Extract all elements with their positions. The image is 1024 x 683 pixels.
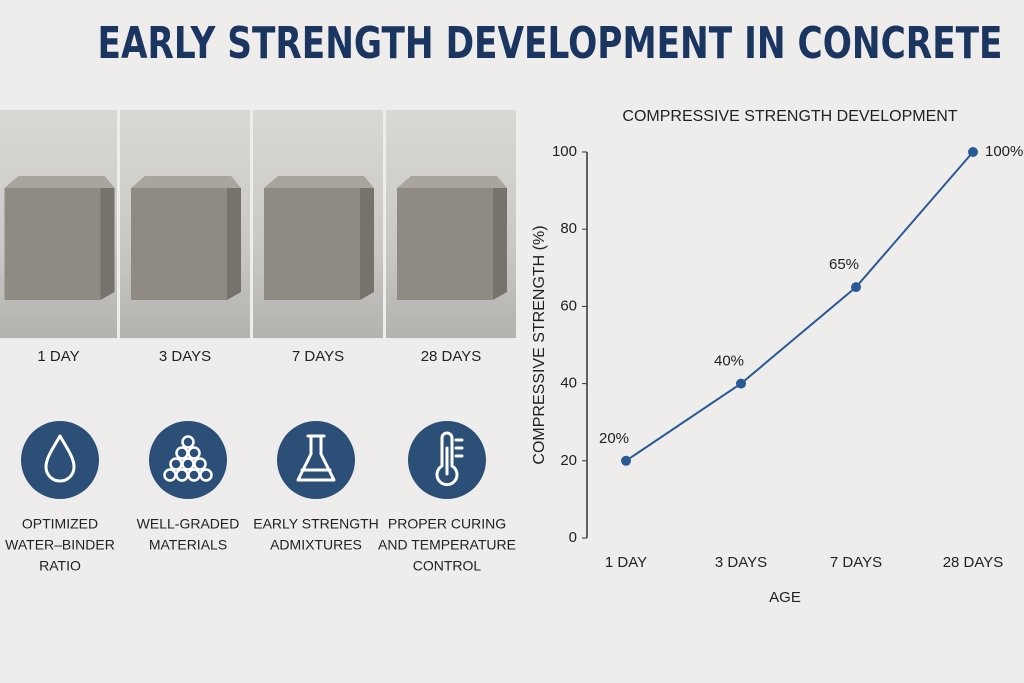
factor-icons — [21, 421, 486, 499]
y-tick-label: 100 — [552, 143, 577, 160]
x-tick-label: 28 DAYS — [943, 554, 1004, 571]
point — [968, 147, 978, 157]
factor-label: WELL-GRADED — [137, 516, 240, 532]
x-tick-label: 3 DAYS — [715, 554, 767, 571]
sample-label: 3 DAYS — [159, 348, 211, 365]
point — [736, 378, 746, 389]
thermometer-icon — [435, 431, 464, 487]
cube-front — [397, 188, 493, 300]
value-label: 40% — [714, 353, 744, 370]
y-tick-label: 40 — [560, 375, 577, 392]
y-axis-label: COMPRESSIVE STRENGTH (%) — [531, 225, 548, 464]
x-axis-label: AGE — [769, 589, 801, 606]
y-tick-label: 0 — [569, 529, 577, 546]
value-label: 20% — [599, 430, 629, 447]
cube-side — [493, 188, 507, 300]
flask-icon — [296, 434, 336, 482]
cube-top — [397, 176, 507, 188]
sample-label: 1 DAY — [37, 348, 79, 365]
icon-bg — [277, 421, 355, 499]
factor-label: MATERIALS — [149, 537, 227, 553]
y-tick-label: 60 — [560, 297, 577, 314]
drop-icon — [44, 434, 76, 483]
y-tick-label: 20 — [560, 452, 577, 469]
cube-front — [131, 188, 227, 300]
cube-top — [264, 176, 374, 188]
factor-label: WATER–BINDER — [5, 537, 115, 553]
sample-label: 28 DAYS — [421, 348, 482, 365]
y-tick-label: 80 — [560, 220, 577, 237]
point — [851, 282, 861, 293]
cube-top — [131, 176, 241, 188]
factor-label: OPTIMIZED — [22, 516, 98, 532]
point — [621, 455, 631, 466]
sample-label: 7 DAYS — [292, 348, 344, 365]
value-label: 100% — [985, 143, 1023, 160]
factor-label: PROPER CURING — [388, 516, 506, 532]
cube-top — [4, 176, 115, 188]
line — [625, 151, 974, 462]
x-tick-label: 7 DAYS — [830, 554, 882, 571]
cube-side — [100, 188, 115, 300]
page-title: EARLY STRENGTH DEVELOPMENT IN CONCRETE — [98, 18, 1003, 69]
cube-front — [264, 188, 360, 300]
value-label: 65% — [829, 256, 859, 273]
icon-bg — [21, 421, 99, 499]
chart-title: COMPRESSIVE STRENGTH DEVELOPMENT — [622, 108, 957, 125]
chart: 0 20 40 60 80 100 1 DAY 3 DAYS 7 DAYS 28 DAYS 20% 4… — [552, 143, 1023, 571]
cube-front — [4, 188, 101, 300]
icon-bg — [149, 421, 227, 499]
factor-label: EARLY STRENGTH — [253, 516, 379, 532]
sample-photos — [0, 110, 516, 338]
factor-label: AND TEMPERATURE — [378, 537, 516, 553]
factor-label: RATIO — [39, 558, 81, 574]
factor-label: CONTROL — [413, 558, 482, 574]
factor-label: ADMIXTURES — [270, 537, 362, 553]
x-tick-label: 1 DAY — [605, 554, 647, 571]
spheres-icon — [163, 435, 213, 482]
cube-side — [227, 188, 241, 300]
cube-side — [360, 188, 374, 300]
